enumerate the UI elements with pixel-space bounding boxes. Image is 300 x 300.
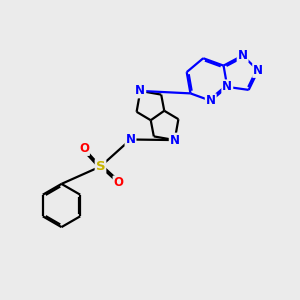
Text: S: S [96, 160, 105, 173]
Text: N: N [253, 64, 263, 77]
Text: N: N [170, 134, 180, 147]
Text: N: N [135, 84, 145, 98]
Text: N: N [238, 49, 248, 62]
Text: N: N [222, 80, 232, 93]
Text: N: N [206, 94, 216, 107]
Text: O: O [79, 142, 89, 155]
Text: O: O [113, 176, 124, 190]
Text: N: N [125, 133, 136, 146]
